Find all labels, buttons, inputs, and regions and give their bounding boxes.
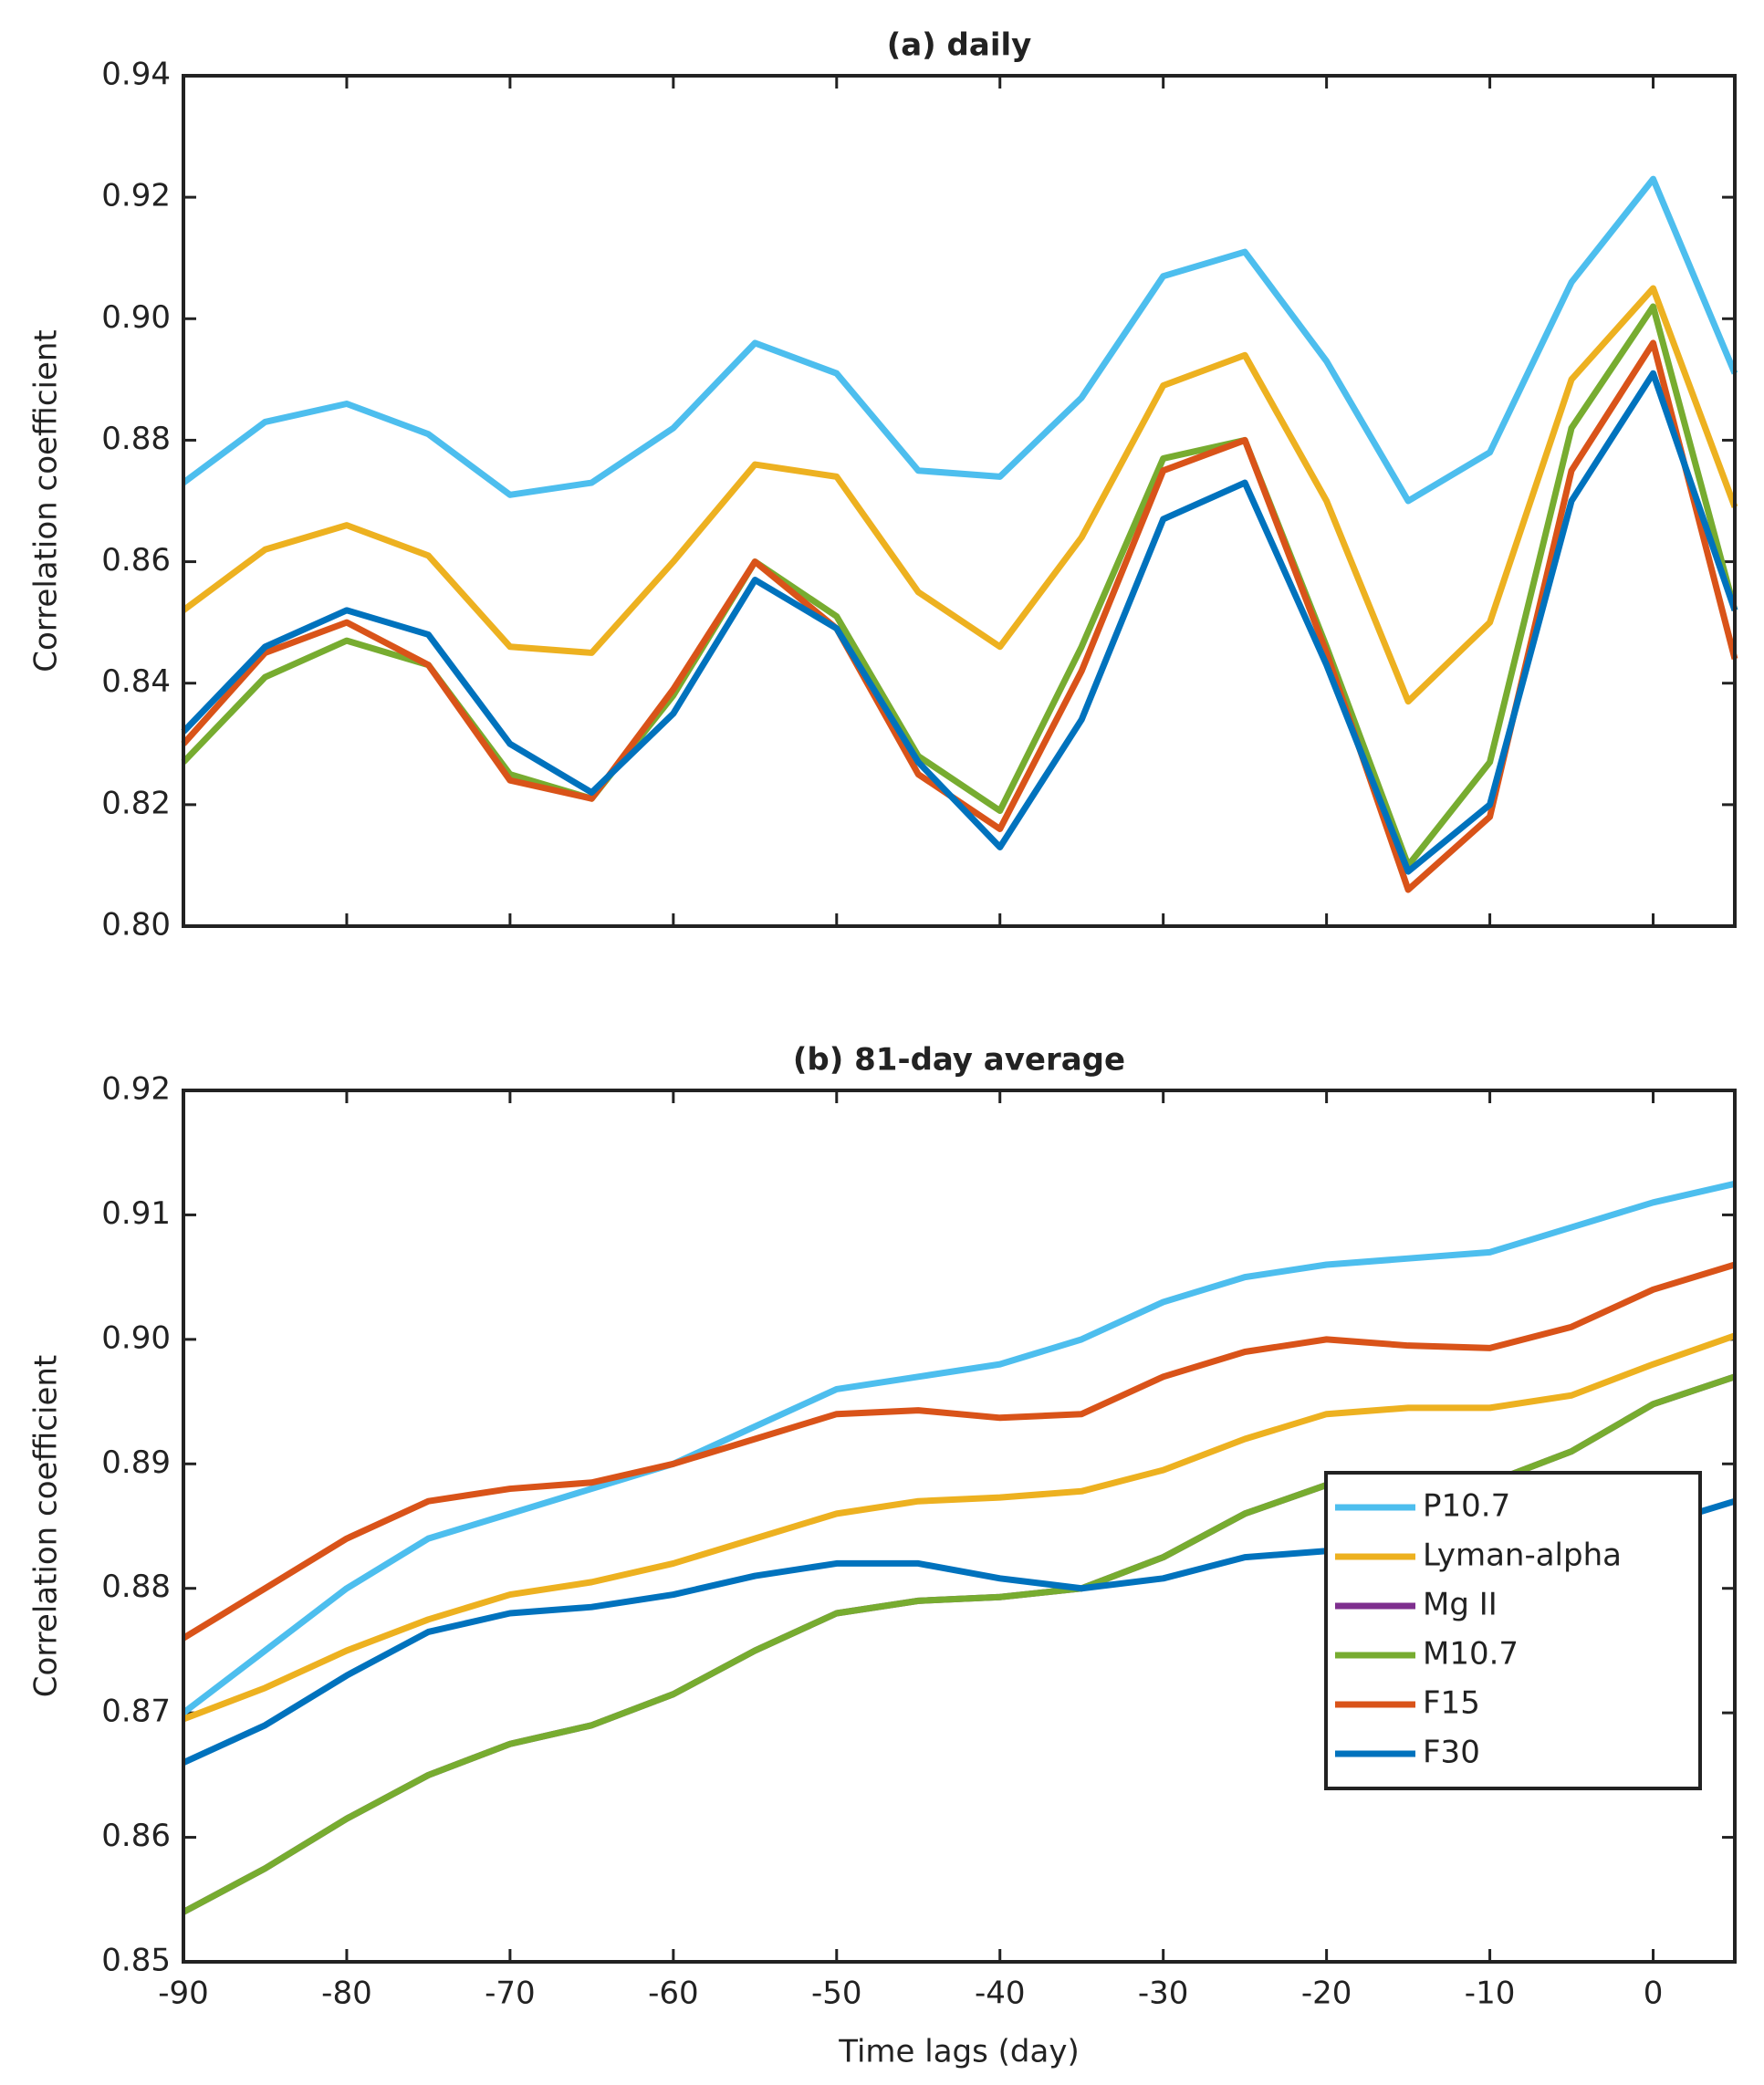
series-line bbox=[181, 175, 1738, 505]
x-tick-label: -80 bbox=[321, 1976, 372, 2012]
legend-label: Mg II bbox=[1423, 1587, 1498, 1623]
y-tick-label: 0.89 bbox=[101, 1444, 171, 1481]
y-tick-label: 0.80 bbox=[101, 907, 171, 943]
x-tick-label: -60 bbox=[648, 1976, 699, 2012]
x-axis-label: Time lags (day) bbox=[838, 2034, 1079, 2070]
y-axis-label: Correlation coefficient bbox=[28, 1355, 65, 1698]
y-tick-label: 0.88 bbox=[101, 421, 171, 457]
chart-title: (b) 81-day average bbox=[793, 1042, 1125, 1079]
series-line bbox=[181, 370, 1738, 875]
series-line bbox=[182, 1332, 1737, 1723]
x-tick-label: -40 bbox=[975, 1976, 1026, 2012]
y-tick-label: 0.86 bbox=[101, 542, 171, 579]
x-tick-label: -30 bbox=[1138, 1976, 1189, 2012]
y-tick-label: 0.85 bbox=[101, 1943, 171, 1979]
axes-frame bbox=[182, 74, 1737, 928]
x-tick-label: -10 bbox=[1465, 1976, 1516, 2012]
series-line bbox=[182, 1261, 1737, 1642]
axes-frame bbox=[182, 1089, 1737, 1964]
legend-box bbox=[1324, 1471, 1702, 1790]
y-tick-label: 0.94 bbox=[101, 57, 171, 93]
chart-title: (a) daily bbox=[887, 27, 1032, 64]
legend-label: P10.7 bbox=[1423, 1488, 1510, 1525]
y-tick-label: 0.86 bbox=[101, 1818, 171, 1854]
y-tick-label: 0.84 bbox=[101, 663, 171, 700]
y-tick-label: 0.87 bbox=[101, 1694, 171, 1730]
y-tick-label: 0.90 bbox=[101, 1319, 171, 1356]
x-tick-label: -20 bbox=[1301, 1976, 1352, 2012]
series-line bbox=[181, 285, 1738, 705]
y-tick-label: 0.92 bbox=[101, 1071, 171, 1108]
y-tick-label: 0.90 bbox=[101, 299, 171, 336]
legend-label: F30 bbox=[1423, 1735, 1480, 1771]
series-line bbox=[181, 1180, 1736, 1715]
y-tick-label: 0.91 bbox=[101, 1195, 171, 1232]
y-tick-label: 0.92 bbox=[101, 178, 171, 214]
y-tick-label: 0.88 bbox=[101, 1569, 171, 1605]
x-tick-label: -90 bbox=[158, 1976, 209, 2012]
legend-label: M10.7 bbox=[1423, 1636, 1519, 1673]
x-tick-label: -70 bbox=[485, 1976, 536, 2012]
x-tick-label: 0 bbox=[1644, 1976, 1664, 2012]
legend-label: Lyman-alpha bbox=[1423, 1538, 1622, 1574]
legend-label: F15 bbox=[1423, 1685, 1480, 1722]
x-tick-label: -50 bbox=[811, 1976, 862, 2012]
y-axis-label: Correlation coefficient bbox=[28, 329, 65, 672]
y-tick-label: 0.82 bbox=[101, 785, 171, 821]
